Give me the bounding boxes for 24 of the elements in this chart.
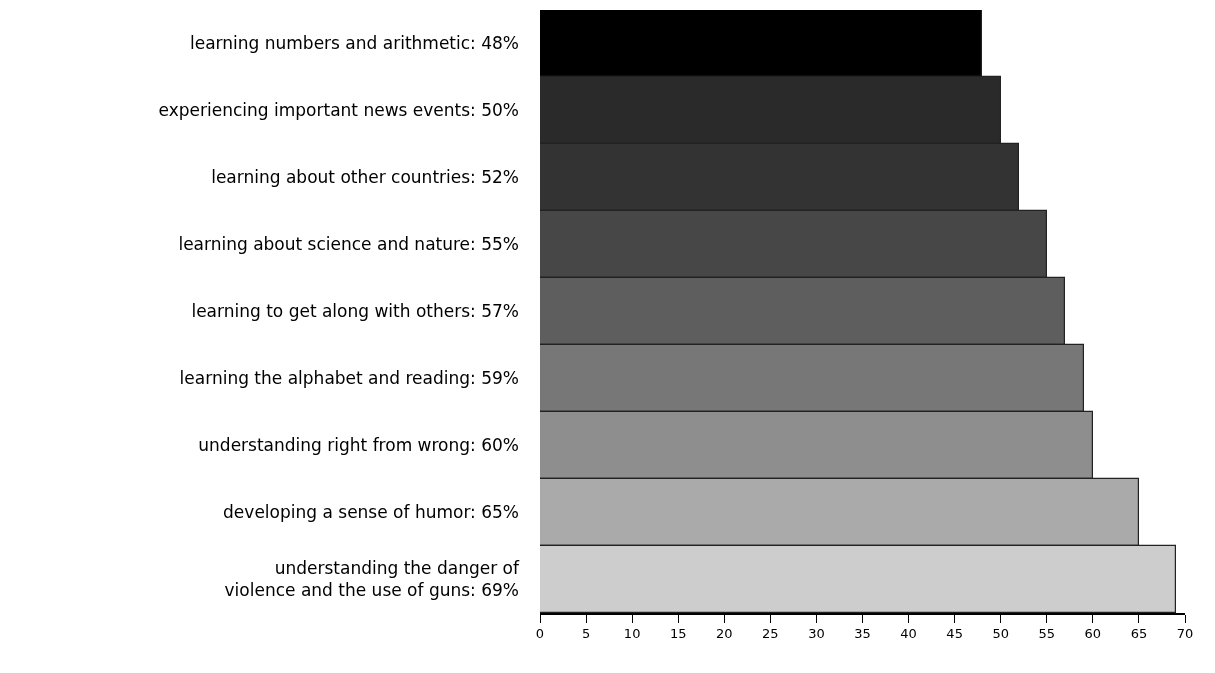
y-tick-label: learning to get along with others: 57% [191,301,519,322]
x-tick-label: 15 [669,626,687,642]
x-tick-label: 65 [1130,626,1148,642]
y-tick-label: learning numbers and arithmetic: 48% [190,33,519,54]
x-tick-label: 55 [1038,626,1056,642]
x-tick-label: 0 [535,626,545,642]
y-tick-label: understanding the danger of violence and the use of guns: 69% [224,558,520,601]
x-tick-label: 10 [623,626,641,642]
x-tick-label: 30 [808,626,825,642]
x-tick-label: 35 [854,626,871,642]
x-tick-label: 25 [762,626,779,642]
x-tick-label: 40 [900,626,917,642]
x-tick-label: 20 [716,626,733,642]
x-tick-label: 5 [581,626,591,642]
y-tick-label: understanding right from wrong: 60% [198,435,519,456]
x-tick-label: 45 [946,626,963,642]
x-tick-label: 60 [1084,626,1102,642]
x-tick-label: 50 [992,626,1009,642]
x-tick-label: 70 [1176,626,1194,642]
y-tick-label: learning about science and nature: 55% [178,234,519,255]
y-tick-label: experiencing important news events: 50% [158,100,519,121]
y-tick-label: learning the alphabet and reading: 59% [179,368,519,389]
y-tick-label: developing a sense of humor: 65% [223,502,519,523]
y-tick-label: learning about other countries: 52% [211,167,519,188]
